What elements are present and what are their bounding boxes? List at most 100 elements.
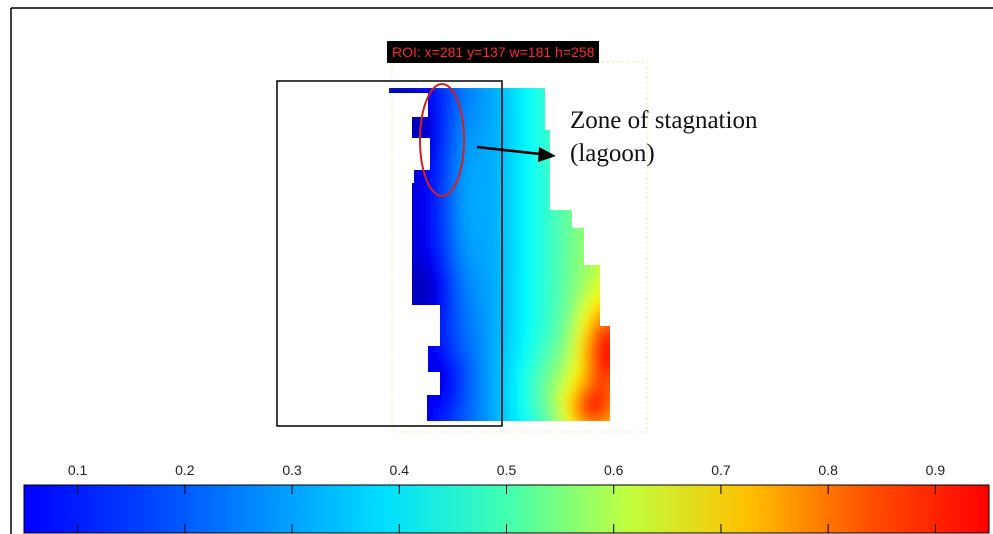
heatmap-cell (564, 280, 573, 289)
heatmap-cell (596, 256, 605, 265)
heatmap-cell (484, 400, 493, 409)
heatmap-cell (532, 232, 541, 241)
heatmap-cell (428, 192, 437, 201)
heatmap-cell (548, 296, 557, 305)
heatmap-cell (516, 216, 525, 225)
heatmap-cell (516, 192, 525, 201)
heatmap-cell (508, 392, 517, 401)
heatmap-cell (452, 128, 461, 137)
heatmap-cell (612, 224, 621, 233)
heatmap-cell (404, 96, 413, 105)
heatmap-cell (452, 408, 461, 417)
heatmap-cell (532, 168, 541, 177)
heatmap-cell (444, 104, 453, 113)
heatmap-cell (516, 256, 525, 265)
heatmap-cell (588, 88, 597, 89)
heatmap-cell (548, 232, 557, 241)
heatmap-cell (580, 184, 589, 193)
heatmap-cell (380, 376, 389, 385)
heatmap-cell (508, 184, 517, 193)
heatmap-cell (596, 240, 605, 249)
heatmap-cell (588, 328, 597, 337)
heatmap-cell (548, 264, 557, 273)
annotation-line-1: Zone of stagnation (570, 107, 758, 134)
heatmap-cell (532, 120, 541, 129)
heatmap-cell (396, 296, 405, 305)
heatmap-cell (612, 184, 621, 193)
heatmap-cell (508, 96, 517, 105)
heatmap-cell (396, 336, 405, 345)
heatmap-cell (396, 376, 405, 385)
heatmap-cell (444, 368, 453, 377)
heatmap-cell (380, 288, 389, 297)
heatmap-cell (404, 256, 413, 265)
heatmap-cell (516, 272, 525, 281)
heatmap-cell (492, 248, 501, 257)
heatmap-cell (508, 288, 517, 297)
heatmap-cell (564, 264, 573, 273)
heatmap-cell (564, 320, 573, 329)
heatmap-cell (588, 360, 597, 369)
heatmap-cell (596, 384, 605, 393)
heatmap-cell (572, 400, 581, 409)
heatmap-cell (468, 200, 477, 209)
heatmap-cell (580, 400, 589, 409)
heatmap-cell (436, 416, 445, 421)
heatmap-cell (404, 144, 413, 153)
heatmap-cell (484, 216, 493, 225)
heatmap-cell (604, 368, 610, 377)
heatmap-cell (412, 200, 421, 209)
heatmap-cell (412, 160, 421, 169)
heatmap-cell (580, 288, 589, 297)
heatmap-cell (484, 184, 493, 193)
heatmap-cell (444, 128, 453, 137)
heatmap-cell (516, 232, 525, 241)
heatmap-cell (428, 280, 437, 289)
heatmap-cell (524, 272, 533, 281)
heatmap-cell (452, 384, 461, 393)
heatmap-cell (572, 288, 581, 297)
heatmap-cell (420, 368, 429, 377)
heatmap-cell (452, 328, 461, 337)
heatmap-cell (484, 224, 493, 233)
heatmap-cell (420, 128, 429, 137)
heatmap-cell (588, 248, 597, 257)
heatmap-cell (420, 400, 429, 409)
heatmap-cell (556, 312, 565, 321)
heatmap-cell (532, 96, 541, 105)
heatmap-cell (460, 112, 469, 121)
heatmap-cell (556, 232, 565, 241)
heatmap-cell (596, 208, 605, 217)
heatmap-cell (580, 264, 589, 273)
heatmap-cell (428, 176, 437, 185)
heatmap-cell (500, 168, 509, 177)
heatmap-cell (556, 104, 565, 113)
heatmap-cell (492, 256, 501, 265)
heatmap-cell (492, 216, 501, 225)
heatmap-cell (556, 216, 565, 225)
heatmap-cell (484, 320, 493, 329)
heatmap-cell (476, 304, 485, 313)
heatmap-cell (500, 392, 509, 401)
heatmap-cell (524, 232, 533, 241)
heatmap-cell (444, 328, 453, 337)
heatmap-cell (476, 232, 485, 241)
heatmap-cell (428, 240, 437, 249)
heatmap-cell (500, 296, 509, 305)
heatmap-cell (540, 400, 549, 409)
heatmap-cell (524, 112, 533, 121)
heatmap-cell (612, 304, 621, 313)
heatmap-cell (604, 328, 610, 337)
heatmap-cell (389, 88, 397, 97)
heatmap-cell (500, 368, 509, 377)
heatmap-cell (540, 128, 549, 137)
heatmap-cell (556, 296, 565, 305)
heatmap-cell (460, 328, 469, 337)
heatmap-cell (572, 296, 581, 305)
heatmap-cell (500, 408, 509, 417)
heatmap-cell (556, 152, 565, 161)
heatmap-cell (452, 392, 461, 401)
heatmap-cell (380, 392, 389, 401)
heatmap-cell (380, 328, 389, 337)
heatmap-cell (492, 96, 501, 105)
